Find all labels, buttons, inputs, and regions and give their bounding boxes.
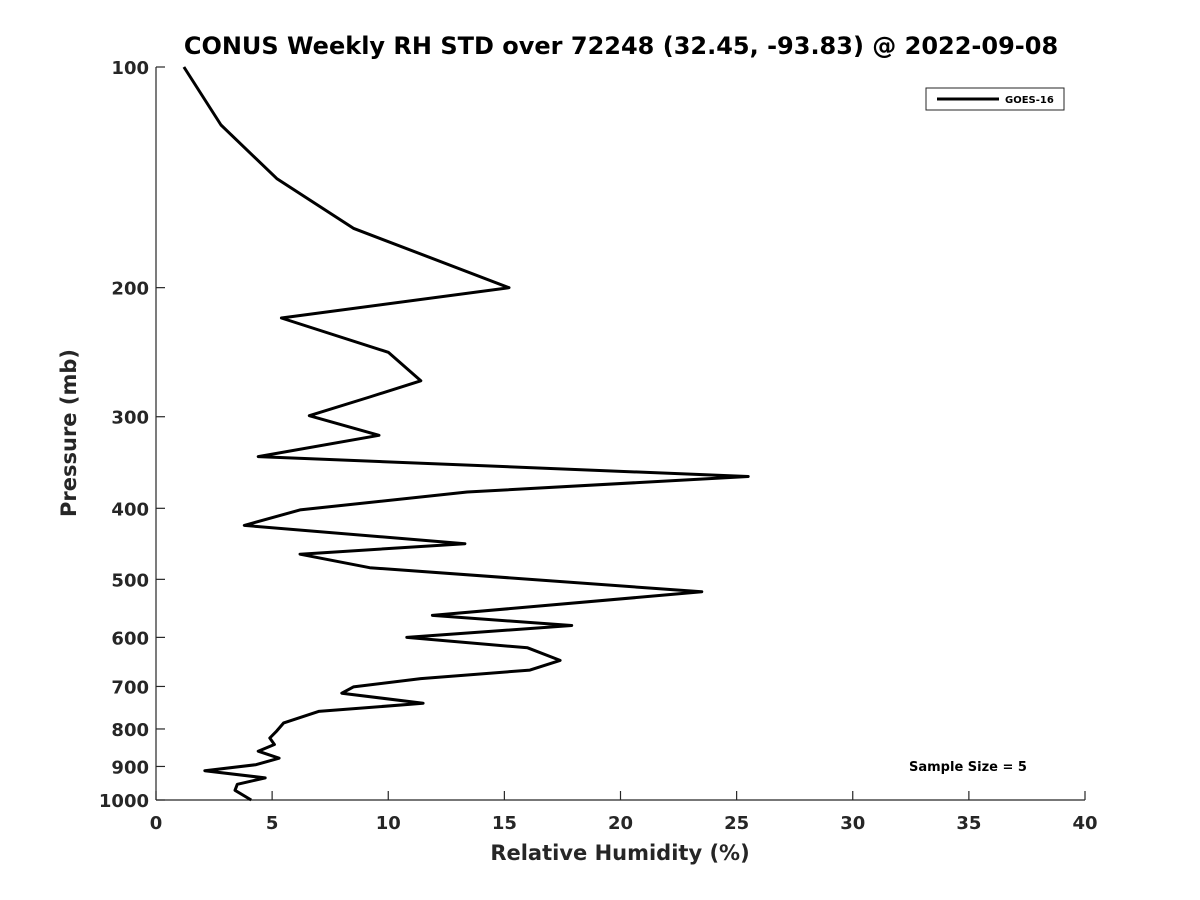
plot-area: [156, 67, 1085, 800]
y-tick-label: 800: [111, 720, 149, 741]
y-tick-label: 300: [111, 408, 149, 429]
chart-title: CONUS Weekly RH STD over 72248 (32.45, -…: [184, 32, 1058, 60]
x-tick-label: 5: [266, 813, 279, 834]
x-tick-label: 25: [724, 813, 749, 834]
series-line-goes-16: [182, 66, 750, 802]
x-axis-label: Relative Humidity (%): [490, 841, 749, 865]
y-tick-label: 1000: [99, 791, 149, 812]
x-tick-label: 15: [492, 813, 517, 834]
y-tick-label: 500: [111, 570, 149, 591]
x-tick-label: 30: [840, 813, 865, 834]
x-tick-label: 10: [376, 813, 401, 834]
y-tick-label: 700: [111, 677, 149, 698]
legend-label-goes-16: GOES-16: [1005, 95, 1054, 106]
x-tick-label: 35: [956, 813, 981, 834]
y-tick-label: 600: [111, 628, 149, 649]
y-axis-label: Pressure (mb): [57, 349, 81, 517]
series-layer: [182, 66, 750, 802]
y-tick-label: 900: [111, 757, 149, 778]
sample-size-annotation: Sample Size = 5: [909, 760, 1027, 775]
y-tick-label: 400: [111, 499, 149, 520]
y-tick-label: 100: [111, 58, 149, 79]
x-tick-label: 0: [150, 813, 163, 834]
x-tick-label: 40: [1072, 813, 1097, 834]
y-ticks: 100 200 300 400 500 600 700 800 900 1000: [99, 58, 165, 812]
x-ticks: 0 5 10 15 20 25 30 35 40: [150, 791, 1098, 834]
legend: GOES-16: [925, 87, 1065, 111]
y-tick-label: 200: [111, 279, 149, 300]
x-tick-label: 20: [608, 813, 633, 834]
